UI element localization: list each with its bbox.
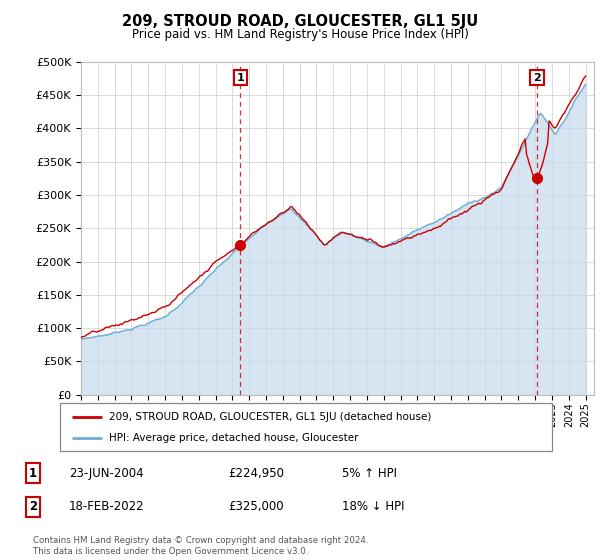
Text: 2: 2: [29, 500, 37, 514]
Text: 18-FEB-2022: 18-FEB-2022: [69, 500, 145, 514]
Text: Price paid vs. HM Land Registry's House Price Index (HPI): Price paid vs. HM Land Registry's House …: [131, 28, 469, 41]
Text: £224,950: £224,950: [228, 466, 284, 480]
Text: 1: 1: [236, 73, 244, 82]
Text: 1: 1: [29, 466, 37, 480]
Text: £325,000: £325,000: [228, 500, 284, 514]
Text: 23-JUN-2004: 23-JUN-2004: [69, 466, 143, 480]
Text: HPI: Average price, detached house, Gloucester: HPI: Average price, detached house, Glou…: [109, 433, 359, 444]
Text: 209, STROUD ROAD, GLOUCESTER, GL1 5JU (detached house): 209, STROUD ROAD, GLOUCESTER, GL1 5JU (d…: [109, 412, 431, 422]
Text: 18% ↓ HPI: 18% ↓ HPI: [342, 500, 404, 514]
Text: 2: 2: [533, 73, 541, 82]
Text: Contains HM Land Registry data © Crown copyright and database right 2024.
This d: Contains HM Land Registry data © Crown c…: [33, 536, 368, 556]
Text: 5% ↑ HPI: 5% ↑ HPI: [342, 466, 397, 480]
Text: 209, STROUD ROAD, GLOUCESTER, GL1 5JU: 209, STROUD ROAD, GLOUCESTER, GL1 5JU: [122, 14, 478, 29]
